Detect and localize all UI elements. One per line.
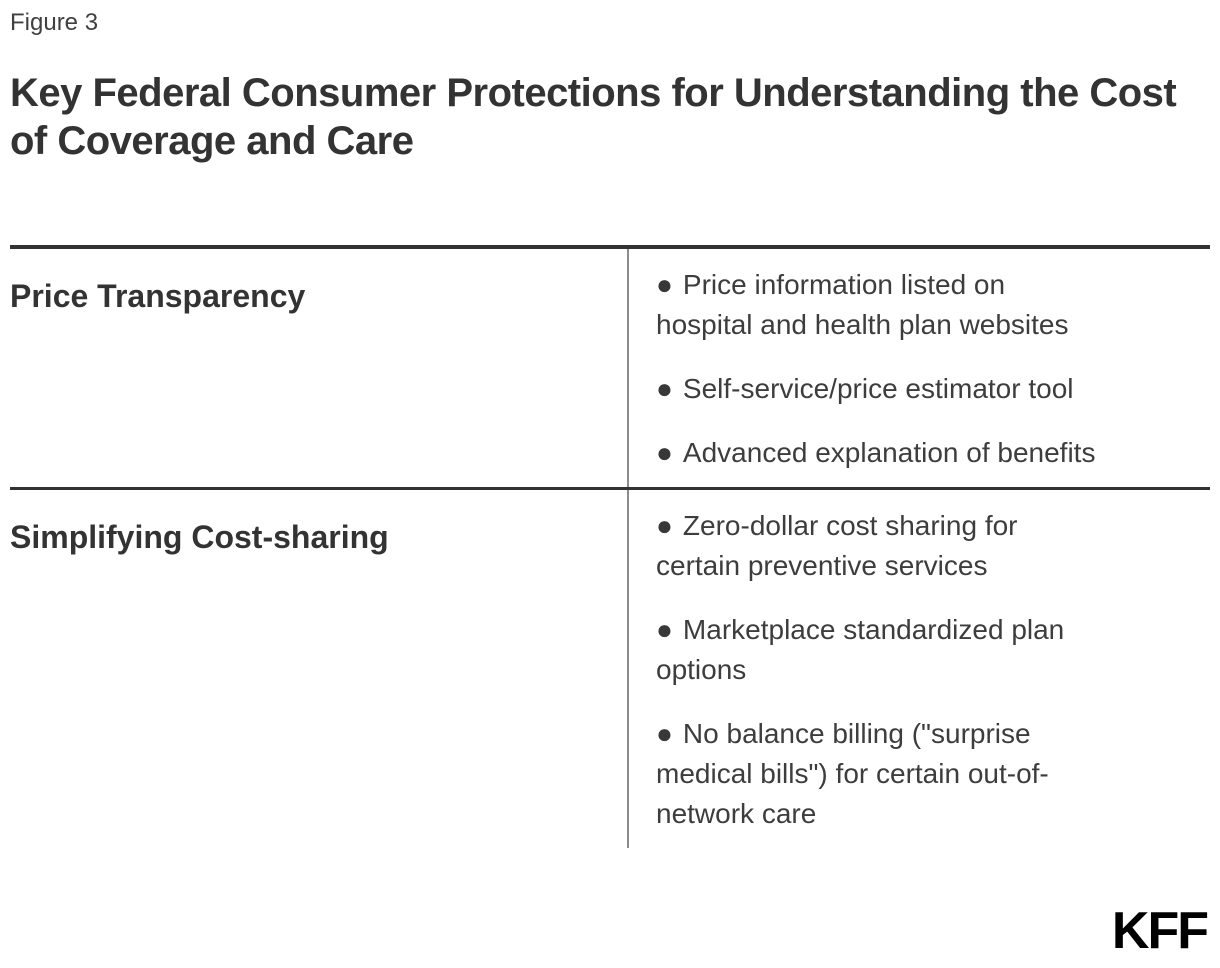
figure-number-label: Figure 3 — [10, 9, 99, 36]
bullet-item: ● Marketplace standardized plan options — [656, 610, 1105, 690]
bullet-icon: ● — [656, 510, 673, 541]
items-cell: ● Price information listed on hospital an… — [627, 249, 1210, 487]
bullet-item-text: No balance billing ("surprise medical bi… — [656, 718, 1049, 829]
table-row: Price Transparency ● Price information li… — [10, 249, 1210, 490]
bullet-icon: ● — [656, 373, 673, 404]
bullet-item-text: Advanced explanation of benefits — [682, 437, 1096, 468]
figure-title-line-2: of Coverage and Care — [10, 119, 414, 163]
bullet-item: ● Advanced explanation of benefits — [656, 433, 1105, 473]
bullet-item-text: Price information listed on hospital and… — [656, 269, 1069, 340]
bullet-icon: ● — [656, 437, 673, 468]
bullet-icon: ● — [656, 269, 673, 300]
bullet-item: ● Self-service/price estimator tool — [656, 369, 1105, 409]
bullet-icon: ● — [656, 614, 673, 645]
bullet-item: ● Zero-dollar cost sharing for certain pr… — [656, 506, 1105, 586]
bullet-item: ● No balance billing ("surprise medical b… — [656, 714, 1105, 834]
bullet-item-text: Zero-dollar cost sharing for certain pre… — [656, 510, 1018, 581]
kff-logo: KFF — [1111, 902, 1209, 960]
protections-table: Price Transparency ● Price information li… — [10, 245, 1210, 848]
category-label: Price Transparency — [10, 278, 306, 314]
category-label: Simplifying Cost-sharing — [10, 519, 389, 555]
figure-title: Key Federal Consumer Protections for Und… — [10, 69, 1210, 165]
table-row: Simplifying Cost-sharing ● Zero-dollar co… — [10, 490, 1210, 848]
figure-title-line-1: Key Federal Consumer Protections for Und… — [10, 71, 1177, 115]
bullet-item-text: Marketplace standardized plan options — [656, 614, 1065, 685]
items-cell: ● Zero-dollar cost sharing for certain pr… — [627, 490, 1210, 848]
bullet-item: ● Price information listed on hospital an… — [656, 265, 1105, 345]
bullet-item-text: Self-service/price estimator tool — [682, 373, 1074, 404]
bullet-icon: ● — [656, 718, 673, 749]
